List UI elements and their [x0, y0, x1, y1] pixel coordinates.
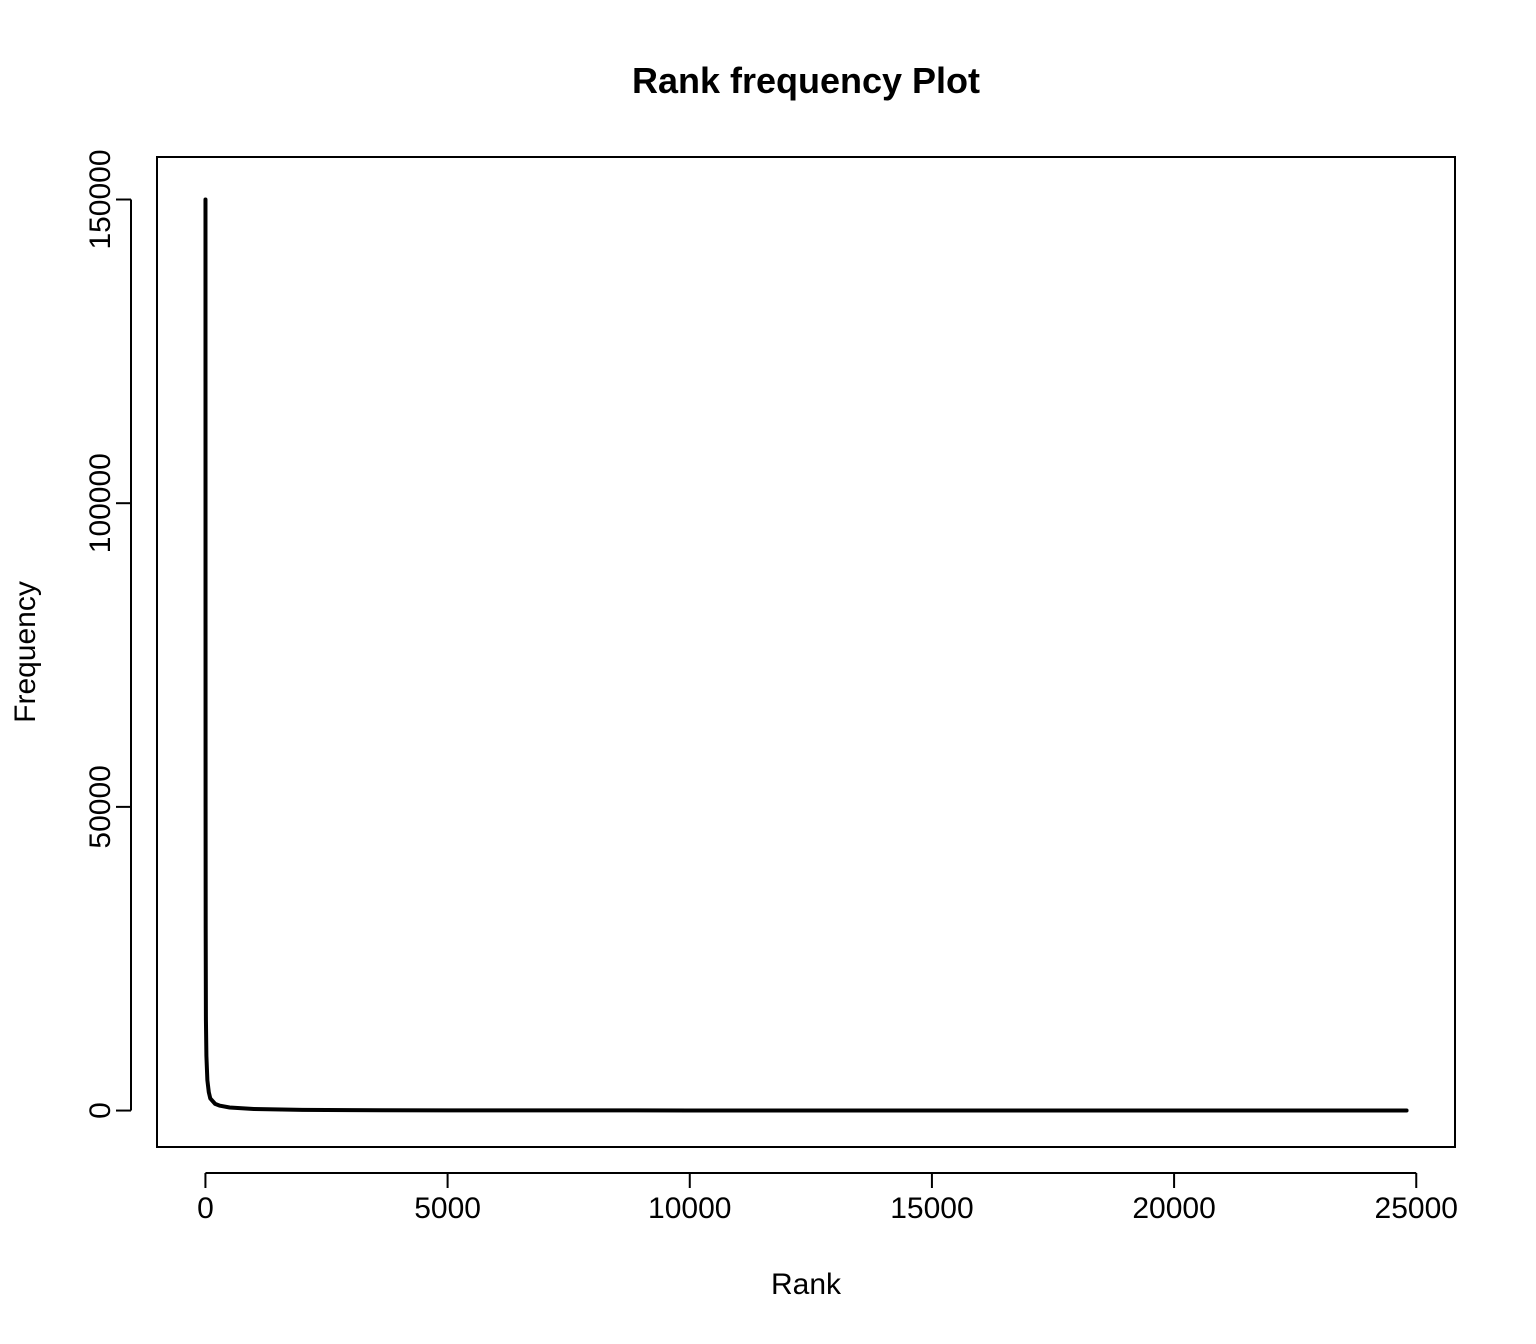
series-layer: [203, 197, 1409, 1113]
y-axis-label: Frequency: [9, 581, 42, 723]
x-tick-label: 20000: [1132, 1192, 1215, 1225]
y-axis: 0 50000 100000 150000: [84, 149, 132, 1119]
y-tick-label: 150000: [84, 149, 117, 249]
series-line: [203, 197, 1409, 1113]
chart-title: Rank frequency Plot: [632, 60, 980, 101]
x-tick-label: 25000: [1375, 1192, 1458, 1225]
x-tick-label: 15000: [890, 1192, 973, 1225]
y-tick-label: 0: [84, 1102, 117, 1119]
x-axis-label: Rank: [771, 1268, 842, 1301]
x-tick-label: 10000: [648, 1192, 731, 1225]
y-tick-label: 100000: [84, 453, 117, 553]
x-tick-label: 0: [197, 1192, 214, 1225]
plot-frame: [156, 156, 1456, 1148]
x-axis: 0 5000 10000 15000 20000 25000: [197, 1172, 1458, 1225]
y-tick-label: 50000: [84, 765, 117, 848]
x-tick-label: 5000: [414, 1192, 481, 1225]
